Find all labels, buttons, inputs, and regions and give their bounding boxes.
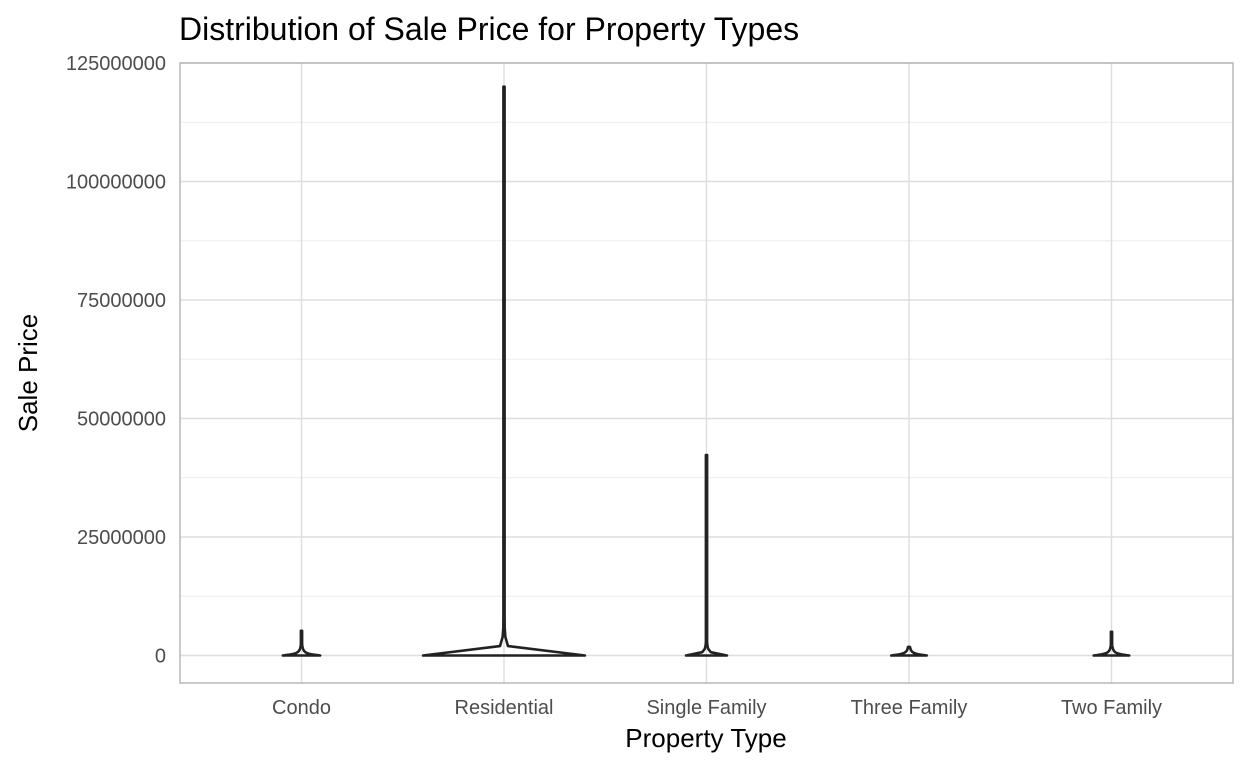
x-tick-label: Three Family bbox=[851, 697, 968, 719]
x-tick-label: Condo bbox=[272, 697, 331, 719]
x-tick-label: Two Family bbox=[1061, 697, 1162, 719]
chart-title: Distribution of Sale Price for Property … bbox=[179, 11, 799, 47]
plot-panel bbox=[179, 62, 1234, 684]
violin-group bbox=[281, 85, 1131, 657]
violin-condo bbox=[281, 629, 322, 657]
y-axis-ticks: 0 25000000 50000000 75000000 100000000 125000… bbox=[66, 53, 166, 668]
violin-single-family bbox=[684, 453, 729, 657]
y-tick-label: 0 bbox=[155, 646, 166, 668]
x-axis-ticks: Condo Residential Single Family Three Famil… bbox=[272, 697, 1162, 719]
y-tick-label: 25000000 bbox=[77, 527, 166, 549]
y-tick-label: 100000000 bbox=[66, 172, 166, 194]
y-tick-label: 50000000 bbox=[77, 409, 166, 431]
violin-two-family bbox=[1092, 630, 1131, 657]
y-axis-title: Sale Price bbox=[13, 314, 43, 433]
violin-residential bbox=[421, 85, 587, 657]
x-tick-label: Single Family bbox=[646, 697, 766, 719]
x-tick-label: Residential bbox=[455, 697, 554, 719]
violin-three-family bbox=[889, 645, 929, 657]
y-tick-label: 75000000 bbox=[77, 290, 166, 312]
x-axis-title: Property Type bbox=[625, 723, 786, 753]
y-tick-label: 125000000 bbox=[66, 53, 166, 75]
